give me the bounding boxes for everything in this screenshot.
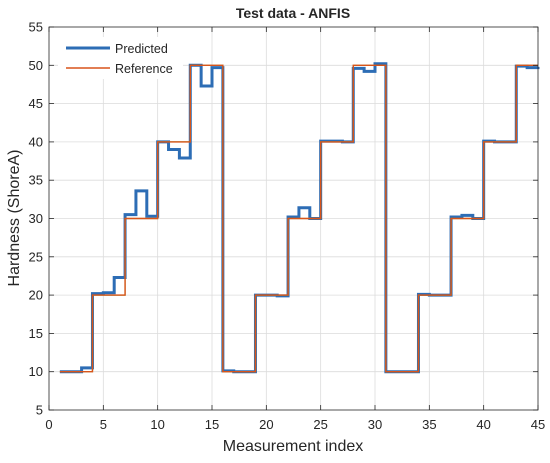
x-tick-label: 15 [205,417,219,432]
y-tick-label: 55 [29,20,43,35]
grid [49,27,538,410]
series-layer [59,62,540,374]
y-tick-label: 20 [29,288,43,303]
y-tick-label: 25 [29,249,43,264]
legend-label-reference: Reference [115,62,173,76]
y-tick-label: 30 [29,211,43,226]
x-tick-label: 25 [313,417,327,432]
x-tick-label: 0 [45,417,52,432]
legend-box [58,37,183,79]
y-tick-label: 50 [29,58,43,73]
y-tick-label: 15 [29,326,43,341]
chart-title: Test data - ANFIS [236,5,350,21]
y-tick-label: 10 [29,364,43,379]
y-tick-label: 35 [29,173,43,188]
y-axis-label: Hardness (ShoreA) [6,150,23,287]
x-axis-label: Measurement index [223,438,364,455]
y-tick-label: 5 [36,403,43,418]
y-tick-label: 40 [29,134,43,149]
x-tick-label: 20 [259,417,273,432]
legend-label-predicted: Predicted [115,42,168,56]
x-tick-label: 5 [100,417,107,432]
legend: Predicted Reference [58,37,183,79]
x-tick-label: 45 [531,417,545,432]
x-tick-label: 10 [150,417,164,432]
x-tick-label: 35 [422,417,436,432]
x-tick-label: 40 [476,417,490,432]
x-tick-label: 30 [368,417,382,432]
series-line-predicted [59,62,540,374]
y-tick-label: 45 [29,96,43,111]
series-line-reference [59,64,538,373]
